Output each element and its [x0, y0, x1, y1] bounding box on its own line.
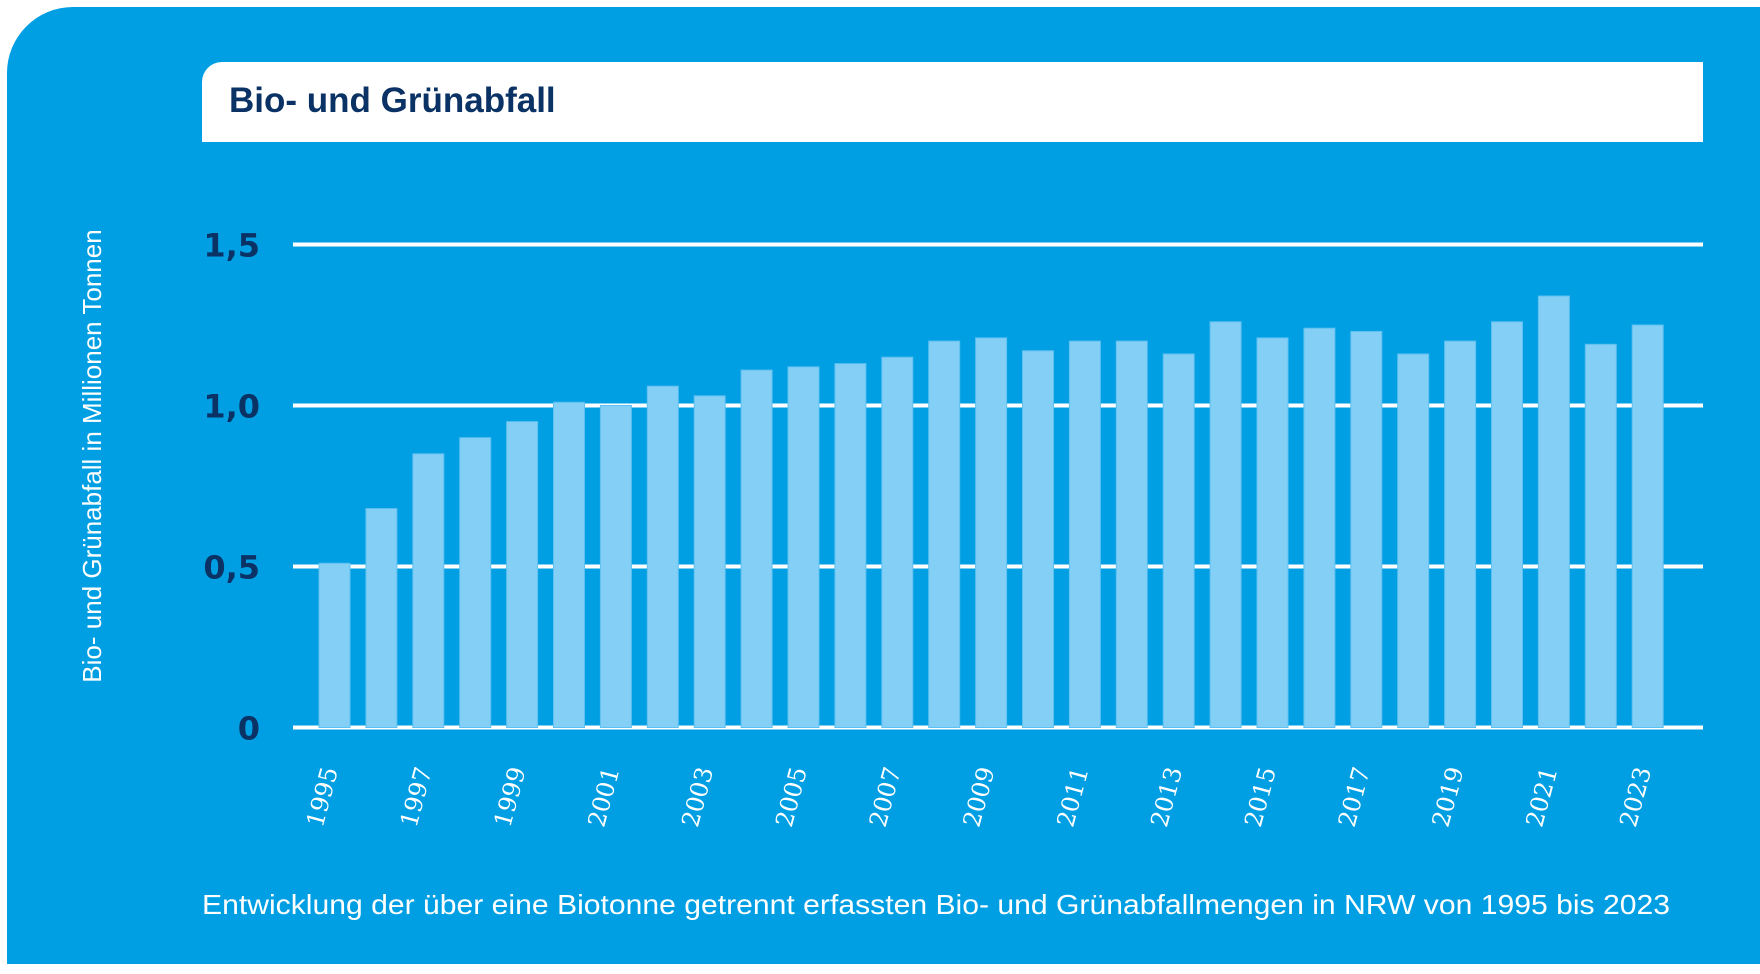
bar-2006 [834, 363, 867, 728]
bar-2008 [928, 340, 961, 728]
x-tick-label: 2005 [770, 764, 813, 830]
bar-1996 [365, 508, 398, 729]
title-box: Bio- und Grünabfall [202, 62, 1703, 142]
bar-2013 [1162, 353, 1195, 728]
bar-2020 [1491, 321, 1523, 728]
bar-2023 [1631, 324, 1664, 728]
bar-1998 [459, 437, 492, 728]
bar-2016 [1303, 327, 1336, 728]
bar-2002 [646, 385, 679, 728]
x-tick-label: 2017 [1333, 764, 1376, 830]
x-tick-label: 2007 [864, 764, 907, 830]
x-tick-labels: 1995 1997 1999 2001 2003 2005 2007 2009 2011 2013… [301, 764, 1657, 830]
chart-caption: Entwicklung der über eine Biotonne getre… [202, 889, 1670, 920]
y-tick-label: 0,5 [203, 549, 260, 587]
x-tick-label: 2019 [1427, 764, 1470, 830]
x-tick-label: 2023 [1614, 764, 1657, 830]
bar-2009 [975, 337, 1008, 728]
chart-title: Bio- und Grünabfall [229, 81, 556, 120]
bar-2011 [1068, 340, 1101, 728]
x-tick-label: 1999 [489, 764, 532, 830]
bar-2003 [693, 395, 726, 728]
x-tick-label: 2001 [582, 764, 625, 830]
bar-2021 [1537, 295, 1570, 728]
bar-2014 [1209, 321, 1242, 728]
bar-2022 [1584, 343, 1617, 728]
y-tick-label: 0 [238, 710, 260, 748]
bar-2018 [1397, 353, 1430, 728]
y-tick-label: 1,0 [203, 388, 260, 426]
x-tick-label: 2003 [676, 764, 719, 830]
bar-1999 [506, 421, 539, 728]
bar-1995 [318, 562, 351, 729]
bar-2004 [740, 369, 773, 728]
bar-2012 [1115, 340, 1148, 728]
bar-1997 [412, 453, 445, 728]
x-tick-label: 2009 [958, 764, 1001, 830]
y-tick-label: 1,5 [203, 227, 260, 265]
bars [318, 295, 1664, 729]
bar-2010 [1022, 350, 1054, 728]
x-tick-label: 2021 [1520, 764, 1563, 830]
bar-2005 [787, 366, 820, 728]
x-tick-label: 2015 [1239, 764, 1282, 830]
bar-2000 [553, 401, 585, 728]
bar-2015 [1256, 337, 1289, 728]
bar-2007 [881, 356, 914, 728]
x-tick-label: 2011 [1051, 764, 1094, 830]
x-tick-label: 1995 [301, 764, 344, 830]
bar-2017 [1350, 330, 1383, 728]
x-tick-label: 1997 [395, 764, 438, 830]
x-tick-label: 2013 [1145, 764, 1188, 830]
bar-2019 [1444, 340, 1477, 728]
bar-2001 [599, 405, 632, 728]
y-tick-labels: 0 0,5 1,0 1,5 [203, 227, 260, 748]
